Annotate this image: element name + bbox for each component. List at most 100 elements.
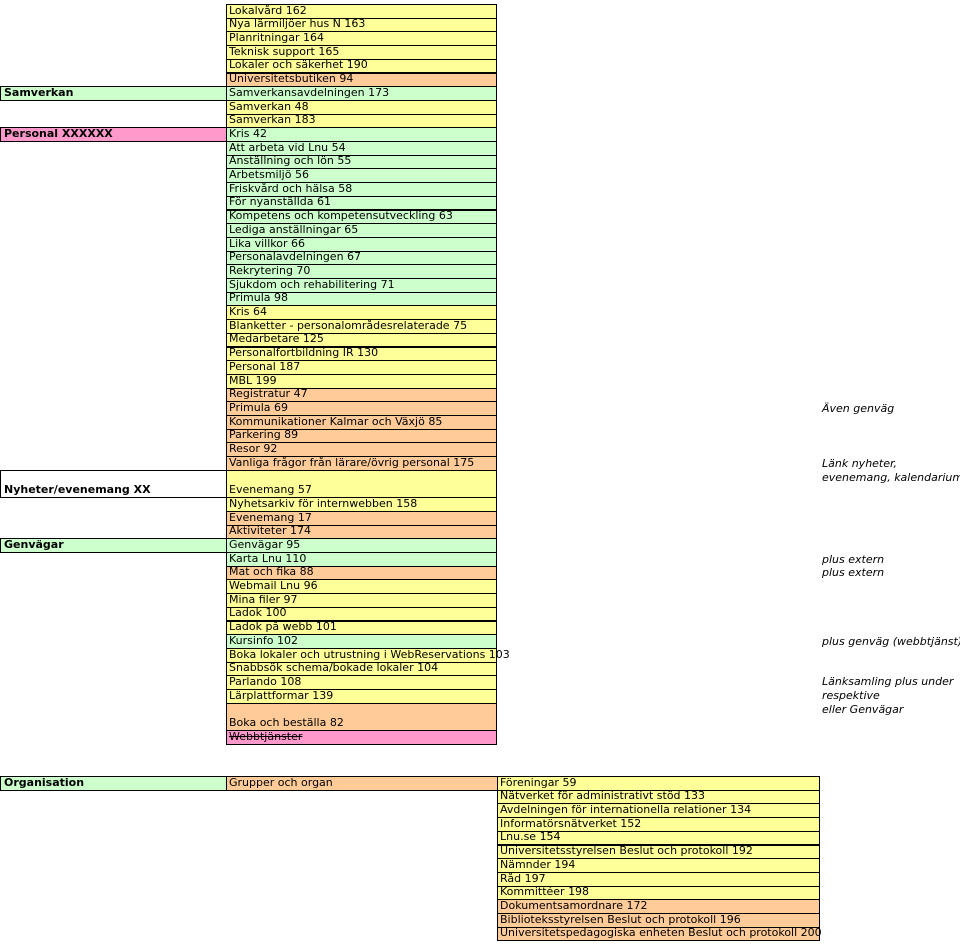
cell-boka-och-bestalla-82-label: Boka och beställa 82: [229, 716, 344, 730]
cell-teknisk-support-165-label: Teknisk support 165: [229, 44, 340, 58]
cell-foreningar-59-label: Föreningar 59: [500, 775, 577, 789]
cell-nya-larmiljoer-hus-n-163-label: Nya lärmiljöer hus N 163: [229, 17, 366, 31]
cell-evenemang-57-label: Evenemang 57: [229, 483, 312, 497]
section-organisation: Organisation: [0, 776, 227, 791]
cell-primula-98-label: Primula 98: [229, 291, 288, 305]
cell-dokumentsamordnare-172: Dokumentsamordnare 172: [497, 899, 820, 914]
cell-kursinfo-102-label: Kursinfo 102: [229, 633, 299, 647]
cell-primula-69-label: Primula 69: [229, 400, 288, 414]
cell-mina-filer-97-label: Mina filer 97: [229, 592, 298, 606]
cell-kursinfo-102: Kursinfo 102: [226, 634, 497, 649]
note-line: eller Genvägar: [822, 703, 904, 717]
note-line: Även genväg: [822, 402, 895, 415]
note-line: plus genväg (webbtjänst): [822, 634, 960, 648]
cell-lika-villkor-66-label: Lika villkor 66: [229, 236, 306, 250]
cell-kris-42: Kris 42: [226, 127, 497, 142]
cell-nya-larmiljoer-hus-n-163: Nya lärmiljöer hus N 163: [226, 17, 497, 33]
cell-universitetsbutiken-94-label: Universitetsbutiken 94: [229, 72, 354, 86]
note-line: evenemang, kalendarium: [822, 470, 960, 484]
cell-universitetspedagogiska-enheten-beslut-och-protokoll-200: Universitetspedagogiska enheten Beslut o…: [497, 926, 822, 942]
cell-universitetsbutiken-94: Universitetsbutiken 94: [226, 72, 497, 88]
cell-natverket-for-administrativt-stod-133-label: Nätverket för administrativt stöd 133: [500, 789, 706, 803]
cell-lokalvard-162-label: Lokalvård 162: [229, 3, 307, 17]
section-genvagar-label: Genvägar: [4, 537, 64, 551]
cell-larplattformar-139: Lärplattformar 139: [226, 689, 497, 704]
cell-att-arbeta-vid-lnu-54-label: Att arbeta vid Lnu 54: [229, 140, 346, 154]
cell-vanliga-fragor-fran-larare-ovrig-personal-175: Vanliga frågor från lärare/övrig persona…: [226, 456, 497, 471]
note-line: plus extern: [822, 566, 885, 580]
cell-resor-92-label: Resor 92: [229, 442, 278, 456]
cell-larplattformar-139-label: Lärplattformar 139: [229, 688, 334, 702]
cell-universitetspedagogiska-enheten-beslut-och-protokoll-200-label: Universitetspedagogiska enheten Beslut o…: [500, 926, 822, 940]
cell-nyhetsarkiv-for-internwebben-158: Nyhetsarkiv för internwebben 158: [226, 497, 497, 512]
cell-grupper-och-organ-label: Grupper och organ: [229, 775, 333, 789]
cell-rekrytering-70-label: Rekrytering 70: [229, 263, 311, 277]
cell-for-nyanstallda-61: För nyanställda 61: [226, 195, 497, 211]
cell-parlando-108: Parlando 108: [226, 675, 497, 690]
cell-aktiviteter-174-label: Aktiviteter 174: [229, 524, 312, 538]
note-line: plus extern: [822, 552, 885, 566]
cell-kris-64-label: Kris 64: [229, 305, 268, 319]
cell-sjukdom-och-rehabilitering-71-label: Sjukdom och rehabilitering 71: [229, 277, 395, 291]
cell-samverkansavdelningen-173: Samverkansavdelningen 173: [226, 86, 497, 101]
cell-kompetens-och-kompetensutveckling-63-label: Kompetens och kompetensutveckling 63: [229, 209, 453, 223]
note-0: Även genväg: [822, 402, 894, 416]
cell-dokumentsamordnare-172-label: Dokumentsamordnare 172: [500, 898, 648, 912]
section-nyheter-evenemang-xx-label: Nyheter/evenemang XX: [4, 483, 151, 497]
section-samverkan-label: Samverkan: [4, 85, 74, 99]
cell-vanliga-fragor-fran-larare-ovrig-personal-175-label: Vanliga frågor från lärare/övrig persona…: [229, 455, 475, 469]
cell-informatorsnatverket-152-label: Informatörsnätverket 152: [500, 816, 642, 830]
cell-avdelningen-for-internationella-relationer-134: Avdelningen för internationella relation…: [497, 803, 820, 819]
cell-ladok-pa-webb-101-label: Ladok på webb 101: [229, 620, 337, 634]
cell-karta-lnu-110-label: Karta Lnu 110: [229, 551, 307, 565]
cell-samverkan-48: Samverkan 48: [226, 99, 497, 115]
cell-samverkan-183-label: Samverkan 183: [229, 113, 316, 127]
section-personal-xxxxxx: Personal XXXXXX: [0, 127, 227, 142]
note-line: Länksamling plus under: [822, 675, 954, 689]
cell-personal-187: Personal 187: [226, 360, 497, 375]
cell-planritningar-164: Planritningar 164: [226, 31, 497, 47]
cell-genvagar-95-label: Genvägar 95: [229, 537, 301, 551]
cell-grupper-och-organ: Grupper och organ: [226, 776, 498, 791]
cell-webmail-lnu-96: Webmail Lnu 96: [226, 579, 497, 595]
cell-namnder-194-label: Nämnder 194: [500, 857, 576, 871]
note-3: plus extern: [822, 566, 884, 580]
cell-arbetsmiljo-56: Arbetsmiljö 56: [226, 168, 497, 184]
section-organisation-label: Organisation: [4, 775, 85, 789]
section-nyheter-evenemang-xx: Nyheter/evenemang XX: [0, 469, 227, 499]
cell-lediga-anstallningar-65: Lediga anställningar 65: [226, 223, 497, 238]
cell-universitetsstyrelsen-beslut-och-protokoll-192: Universitetsstyrelsen Beslut och protoko…: [497, 844, 820, 860]
cell-blanketter-personalomradesrelaterade-75: Blanketter - personalområdesrelaterade 7…: [226, 319, 497, 334]
cell-lediga-anstallningar-65-label: Lediga anställningar 65: [229, 222, 359, 236]
cell-evenemang-17-label: Evenemang 17: [229, 510, 312, 524]
cell-snabbsok-schema-bokade-lokaler-104-label: Snabbsök schema/bokade lokaler 104: [229, 661, 439, 675]
cell-registratur-47-label: Registratur 47: [229, 387, 308, 401]
cell-for-nyanstallda-61-label: För nyanställda 61: [229, 195, 331, 209]
cell-webmail-lnu-96-label: Webmail Lnu 96: [229, 579, 318, 593]
cell-kris-42-label: Kris 42: [229, 126, 268, 140]
note-5: Länksamling plus under respektive eller Ge…: [822, 675, 953, 717]
note-1: Länk nyheter, evenemang, kalendarium: [822, 457, 960, 485]
cell-rad-197-label: Råd 197: [500, 871, 546, 885]
cell-kris-64: Kris 64: [226, 305, 497, 321]
note-line: respektive: [822, 689, 880, 703]
cell-medarbetare-125-label: Medarbetare 125: [229, 332, 324, 346]
cell-rekrytering-70: Rekrytering 70: [226, 264, 497, 279]
cell-boka-och-bestalla-82: Boka och beställa 82: [226, 702, 497, 732]
cell-samverkansavdelningen-173-label: Samverkansavdelningen 173: [229, 85, 390, 99]
cell-personal-187-label: Personal 187: [229, 359, 301, 373]
cell-kommitteer-198-label: Kommittéer 198: [500, 885, 590, 899]
cell-boka-lokaler-och-utrustning-i-webreservations-103: Boka lokaler och utrustning i WebReserva…: [226, 647, 510, 663]
cell-webbtjanster: Webbtjänster: [226, 730, 497, 745]
cell-boka-lokaler-och-utrustning-i-webreservations-103-label: Boka lokaler och utrustning i WebReserva…: [229, 647, 510, 661]
cell-universitetsstyrelsen-beslut-och-protokoll-192-label: Universitetsstyrelsen Beslut och protoko…: [500, 844, 753, 858]
cell-webbtjanster-label: Webbtjänster: [229, 729, 303, 743]
note-4: plus genväg (webbtjänst): [822, 635, 960, 649]
cell-ladok-pa-webb-101: Ladok på webb 101: [226, 620, 497, 636]
cell-parkering-89-label: Parkering 89: [229, 428, 299, 442]
cell-biblioteksstyrelsen-beslut-och-protokoll-196-label: Biblioteksstyrelsen Beslut och protokoll…: [500, 912, 741, 926]
cell-nyhetsarkiv-for-internwebben-158-label: Nyhetsarkiv för internwebben 158: [229, 496, 418, 510]
cell-blanketter-personalomradesrelaterade-75-label: Blanketter - personalområdesrelaterade 7…: [229, 318, 468, 332]
note-line: Länk nyheter,: [822, 456, 898, 470]
cell-anstallning-och-lon-55-label: Anställning och lön 55: [229, 154, 352, 168]
